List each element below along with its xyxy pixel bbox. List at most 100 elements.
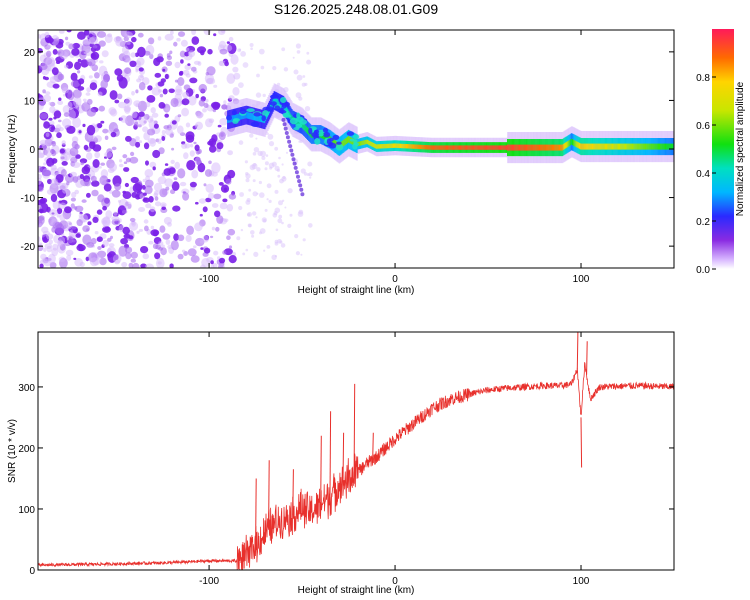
- spectrogram-noise-blob: [153, 57, 161, 67]
- spectrogram-noise-blob: [167, 244, 173, 249]
- spectrogram-noise-blob: [177, 168, 186, 179]
- spectrogram-noise-blob: [57, 100, 64, 105]
- spectrogram-noise-blob: [84, 30, 90, 36]
- spectrogram-trace-core: [342, 140, 344, 147]
- spectrogram-noise-blob: [213, 250, 219, 256]
- colorbar-tick-label: 0.8: [696, 73, 710, 84]
- snr-panel: -100 0 100 0 100 200 300 Height of straight l…: [7, 331, 675, 596]
- spectrogram-trace-core: [625, 143, 627, 150]
- spectrogram-noise-blob: [102, 128, 109, 134]
- spectrogram-noise-blob: [102, 226, 111, 233]
- spectrogram-streak: [294, 170, 299, 175]
- spectrogram-trace-core: [507, 144, 509, 151]
- spectrogram-trace-core: [254, 113, 256, 121]
- spectrogram-noise-blob: [50, 164, 57, 171]
- spectrogram-noise-blob: [135, 89, 139, 94]
- spectrogram-trace-core: [454, 145, 457, 150]
- spectrogram-trace-core: [617, 143, 620, 150]
- spectrogram-trace-core: [552, 144, 555, 151]
- spectrogram-noise-blob: [124, 67, 132, 74]
- spectrogram-noise-blob: [164, 178, 174, 187]
- spectrogram-noise-blob: [65, 221, 73, 230]
- spectrogram-trace-core: [591, 143, 594, 150]
- spectrogram-noise-blob: [47, 253, 56, 264]
- spectrogram-trace-core: [611, 143, 613, 150]
- spectrogram-noise-blob: [177, 114, 182, 118]
- spectrogram-trace-core: [566, 141, 569, 148]
- spectrogram-noise-blob: [226, 41, 230, 44]
- spectrogram-trace-core: [554, 144, 556, 151]
- spectrogram-trace-core: [278, 99, 280, 107]
- spectrogram-trace-core: [587, 143, 590, 150]
- spectrogram-noise-blob: [157, 81, 165, 87]
- spectrogram-noise-blob: [161, 244, 165, 248]
- spectrogram-trace-core: [374, 143, 377, 149]
- spectrogram-trace-core: [502, 145, 504, 150]
- spectrogram-noise-blob: [223, 218, 229, 223]
- spectrogram-noise-blob: [78, 130, 82, 134]
- spectrogram-noise-blob: [146, 95, 156, 103]
- spectrogram-trace-core: [285, 106, 288, 113]
- spectrogram-trace-core: [486, 145, 489, 150]
- spectrogram-streak: [300, 192, 305, 197]
- spectrogram-trace-knot: [354, 142, 359, 146]
- spectrogram-noise-blob: [78, 246, 84, 251]
- spectrogram-noise-blob: [281, 221, 284, 225]
- snr-spike: [329, 411, 332, 497]
- spectrogram-trace-core: [252, 113, 254, 120]
- spectrogram-noise-blob: [72, 117, 81, 128]
- spectrogram-noise-blob: [185, 234, 192, 242]
- spectrogram-noise-blob: [245, 178, 250, 183]
- spectrogram-noise-blob: [258, 180, 262, 185]
- spectrogram-trace-core: [560, 144, 563, 151]
- spectrogram-trace-core: [605, 143, 608, 150]
- spectrogram-trace-core: [525, 144, 528, 151]
- spectrogram-noise-blob: [278, 214, 283, 219]
- snr-y-ticks: 0 100 200 300: [18, 383, 674, 577]
- spectrogram-trace-core: [409, 144, 411, 149]
- spectrogram-trace-core: [371, 142, 373, 147]
- spectrogram-noise-blob: [284, 206, 287, 209]
- spectrogram-noise-blob: [247, 212, 253, 217]
- spectrogram-noise-blob: [98, 105, 106, 112]
- spectrogram-noise-blob: [308, 172, 313, 177]
- spectrogram-noise-blob: [130, 258, 136, 263]
- spectrogram-noise-blob: [142, 185, 146, 190]
- spectrogram-trace-core: [651, 143, 653, 150]
- spectrogram-trace-core: [477, 145, 479, 150]
- spectrogram-noise-blob: [221, 104, 229, 110]
- spectrogram-trace-core: [514, 144, 516, 151]
- spectrogram-noise-blob: [262, 93, 266, 98]
- spectrogram-noise-blob: [226, 73, 236, 84]
- spectrogram-noise-blob: [219, 40, 226, 49]
- spectrogram-noise-blob: [56, 213, 61, 218]
- spectrogram-trace-core: [546, 144, 549, 151]
- spectrogram-trace-core: [599, 143, 602, 150]
- spectrogram-noise-blob: [189, 77, 198, 84]
- spectrogram-noise-blob: [38, 242, 43, 246]
- spectrogram-trace-core: [459, 145, 462, 150]
- spectrogram-trace-core: [374, 143, 376, 148]
- spectrogram-noise-blob: [161, 130, 166, 135]
- spectrogram-noise-blob: [58, 256, 66, 262]
- spectrogram-noise-blob: [238, 205, 243, 211]
- spectrogram-noise-blob: [97, 91, 103, 97]
- spectrogram-noise-blob: [99, 257, 107, 266]
- spectrogram-trace-core: [255, 114, 257, 121]
- spectrogram-trace-core: [236, 114, 238, 121]
- spectrogram-noise-blob: [87, 98, 93, 105]
- spectrogram-trace-core: [534, 144, 537, 151]
- spectrogram-noise-blob: [118, 77, 128, 89]
- spectrogram-streak: [293, 165, 298, 170]
- spectrogram-noise-blob: [161, 206, 166, 210]
- spectrogram-trace-core: [443, 145, 446, 150]
- spectrogram-noise-blob: [45, 37, 54, 44]
- spectrogram-noise-blob: [170, 97, 179, 108]
- spectrogram-trace-core: [565, 142, 568, 149]
- spectrogram-noise-blob: [222, 250, 227, 255]
- spectrogram-trace-knot: [253, 112, 261, 117]
- spectrogram-noise-blob: [226, 235, 231, 240]
- spectrogram-xlabel: Height of straight line (km): [298, 285, 415, 296]
- spectrogram-trace-core: [646, 143, 648, 150]
- spectrogram-trace-core: [495, 145, 498, 150]
